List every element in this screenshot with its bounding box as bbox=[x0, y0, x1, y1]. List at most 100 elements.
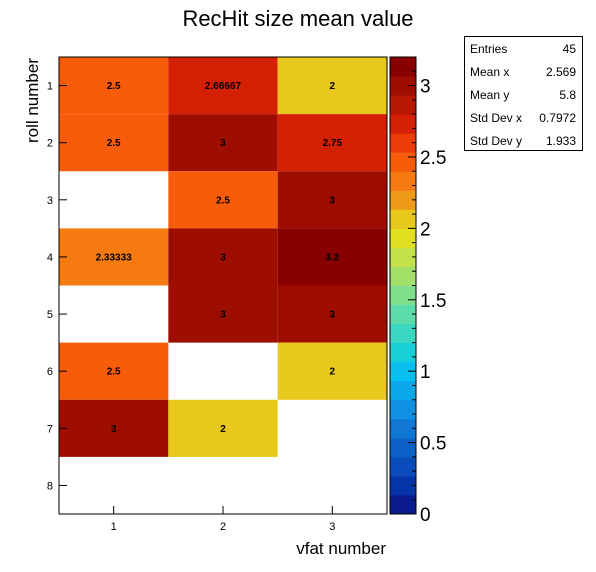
heatmap-cell bbox=[277, 285, 387, 343]
stats-row: Entries 45 bbox=[470, 40, 576, 58]
stats-row: Std Dev x 0.7972 bbox=[470, 109, 576, 127]
cell-value-label: 2 bbox=[330, 367, 336, 378]
cell-value-label: 2.5 bbox=[107, 367, 121, 378]
colorbar-segment bbox=[390, 418, 416, 439]
heatmap-cell bbox=[168, 114, 278, 172]
y-tick-label: 8 bbox=[47, 480, 53, 492]
y-axis-title: roll number bbox=[23, 58, 42, 143]
y-tick-label: 5 bbox=[47, 309, 53, 321]
heatmap-cell bbox=[168, 285, 278, 343]
colorbar-segment bbox=[390, 475, 416, 496]
color-scale: 0 0.5 1 1.5 2 2.5 3 bbox=[389, 56, 446, 526]
x-tick-label: 2 bbox=[220, 521, 226, 533]
cell-value-label: 2 bbox=[220, 424, 226, 435]
stats-value: 5.8 bbox=[559, 88, 576, 102]
colorbar-segment bbox=[390, 342, 416, 363]
colorbar-segment bbox=[390, 399, 416, 420]
cell-value-label: 2.5 bbox=[107, 138, 121, 149]
x-tick-label: 3 bbox=[329, 521, 335, 533]
y-tick-label: 3 bbox=[47, 195, 53, 207]
x-axis: 1 2 3 bbox=[111, 506, 335, 533]
cell-value-label: 3 bbox=[330, 195, 336, 206]
cell-value-label: 2 bbox=[330, 81, 336, 92]
heatmap-cell bbox=[59, 342, 169, 400]
stats-value: 2.569 bbox=[545, 65, 576, 79]
colorbar-segment bbox=[390, 285, 416, 306]
stats-label: Std Dev y bbox=[470, 134, 523, 148]
chart-title: RecHit size mean value bbox=[182, 6, 414, 31]
cell-value-label: 2.33333 bbox=[96, 252, 133, 263]
colorbar-segment bbox=[390, 361, 416, 382]
colorbar-segment bbox=[390, 152, 416, 172]
cell-value-label: 3 bbox=[111, 424, 117, 435]
colorbar-segment bbox=[390, 228, 416, 248]
heatmap-cell bbox=[277, 342, 387, 400]
stats-label: Std Dev x bbox=[470, 111, 523, 125]
heatmap-cell bbox=[277, 171, 387, 229]
y-tick-label: 7 bbox=[47, 423, 53, 435]
cell-value-label: 2.5 bbox=[216, 195, 230, 206]
colorbar-segment bbox=[390, 304, 416, 325]
colorbar-segment bbox=[390, 437, 416, 458]
colorbar-segment bbox=[390, 95, 416, 115]
cell-value-label: 2.66667 bbox=[205, 81, 242, 92]
colorbar-segment bbox=[390, 114, 416, 134]
stats-label: Mean y bbox=[470, 88, 510, 102]
y-tick-label: 4 bbox=[47, 252, 53, 264]
stats-value: 1.933 bbox=[545, 134, 576, 148]
colorbar-tick-label: 2 bbox=[420, 219, 431, 240]
cell-labels: 2.5 2.66667 2 2.5 3 2.75 2.5 3 2.33333 3 3.2 3 3 2.5 2… bbox=[96, 81, 343, 435]
stats-label: Entries bbox=[470, 42, 508, 56]
colorbar-segment bbox=[390, 323, 416, 344]
colorbar-tick-label: 0 bbox=[420, 505, 431, 526]
cell-value-label: 3 bbox=[330, 310, 336, 321]
colorbar-tick-label: 1.5 bbox=[420, 291, 446, 312]
heatmap-cell bbox=[277, 114, 387, 172]
colorbar-segment bbox=[390, 171, 416, 191]
heatmap-cell bbox=[59, 399, 169, 457]
heatmap-cell bbox=[59, 228, 169, 286]
x-axis-title: vfat number bbox=[296, 539, 386, 558]
heatmap-cell bbox=[168, 399, 278, 457]
cell-value-label: 3 bbox=[220, 138, 226, 149]
heatmap-cell bbox=[59, 57, 169, 115]
stats-label: Mean x bbox=[470, 65, 510, 79]
colorbar-tick-label: 3 bbox=[420, 77, 431, 98]
cell-value-label: 3 bbox=[220, 310, 226, 321]
stats-value: 0.7972 bbox=[539, 111, 576, 125]
x-tick-label: 1 bbox=[111, 521, 117, 533]
cell-value-label: 2.5 bbox=[107, 81, 121, 92]
colorbar-segment bbox=[390, 456, 416, 477]
heatmap-cells bbox=[59, 57, 387, 457]
colorbar-tick-label: 2.5 bbox=[420, 148, 446, 169]
y-tick-label: 6 bbox=[47, 366, 53, 378]
colorbar-segment bbox=[390, 133, 416, 153]
colorbar-segment bbox=[390, 380, 416, 401]
cell-value-label: 3.2 bbox=[325, 252, 339, 263]
heatmap-cell bbox=[168, 171, 278, 229]
stats-box: Entries 45 Mean x 2.569 Mean y 5.8 Std Dev x 0.… bbox=[464, 36, 583, 151]
stats-row: Mean x 2.569 bbox=[470, 63, 576, 81]
colorbar-segment bbox=[390, 266, 416, 286]
stats-value: 45 bbox=[562, 42, 576, 56]
cell-value-label: 3 bbox=[220, 252, 226, 263]
colorbar-segment bbox=[390, 494, 416, 515]
heatmap-cell bbox=[168, 228, 278, 286]
cell-value-label: 2.75 bbox=[323, 138, 343, 149]
y-tick-label: 1 bbox=[47, 81, 53, 93]
heatmap-cell bbox=[277, 228, 387, 286]
stats-row: Mean y 5.8 bbox=[470, 86, 576, 104]
colorbar-segment bbox=[390, 209, 416, 229]
heatmap-cell bbox=[59, 114, 169, 172]
colorbar-tick-label: 1 bbox=[420, 362, 431, 383]
heatmap-cell bbox=[277, 57, 387, 115]
y-axis: 1 2 3 4 5 6 7 8 bbox=[47, 81, 67, 492]
colorbar-segment bbox=[390, 57, 416, 77]
heatmap-cell bbox=[168, 57, 278, 115]
colorbar-segment bbox=[390, 190, 416, 210]
stats-row: Std Dev y 1.933 bbox=[470, 132, 576, 150]
colorbar-segment bbox=[390, 76, 416, 96]
colorbar-tick-label: 0.5 bbox=[420, 434, 446, 455]
